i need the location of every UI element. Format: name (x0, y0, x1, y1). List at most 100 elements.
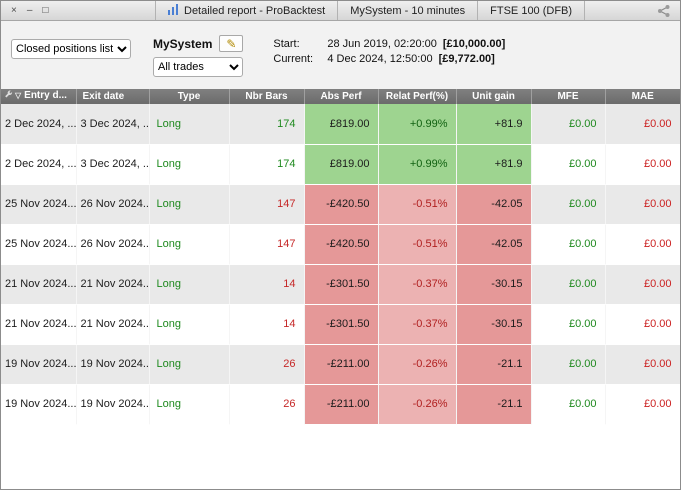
title-bar: × – □ Detailed report - ProBacktest MySy… (1, 1, 680, 21)
cell-mae: £0.00 (605, 184, 680, 225)
chart-icon (168, 3, 179, 18)
sort-desc-icon[interactable]: ▽ (15, 91, 22, 100)
cell-entry-date: 25 Nov 2024... (1, 184, 77, 225)
column-header-label: Entry d... (24, 90, 67, 101)
cell-exit-date: 19 Nov 2024... (76, 344, 150, 385)
share-icon[interactable] (656, 1, 680, 20)
cell-abs-perf: -£301.50 (304, 304, 379, 345)
start-info-row: Start: 28 Jun 2019, 02:20:00 [£10,000.00… (273, 38, 505, 50)
cell-mae: £0.00 (605, 344, 680, 385)
current-label: Current: (273, 53, 314, 65)
cell-entry-date: 19 Nov 2024... (1, 384, 77, 425)
cell-nbr-bars: 174 (229, 144, 305, 185)
cell-entry-date: 21 Nov 2024... (1, 264, 77, 305)
start-datetime: 28 Jun 2019, 02:20:00 (327, 38, 437, 50)
current-info-row: Current: 4 Dec 2024, 12:50:00 [£9,772.00… (273, 53, 505, 65)
cell-relat-perf: -0.51% (378, 224, 457, 265)
column-header-exit-date[interactable]: Exit date (75, 89, 149, 104)
cell-type: Long (149, 384, 230, 425)
table-row[interactable]: 2 Dec 2024, ... 3 Dec 2024, ... Long 174… (1, 144, 680, 185)
cell-exit-date: 26 Nov 2024... (76, 184, 150, 225)
trades-filter-select[interactable]: All trades (153, 57, 244, 77)
wrench-icon[interactable] (4, 90, 13, 104)
cell-unit-gain: -21.1 (456, 384, 532, 425)
table-header-row: ▽ Entry d... Exit date Type Nbr Bars Abs … (1, 89, 680, 104)
cell-abs-perf: -£420.50 (304, 184, 379, 225)
maximize-icon[interactable]: □ (42, 4, 49, 16)
cell-entry-date: 25 Nov 2024... (1, 224, 77, 265)
cell-unit-gain: -21.1 (456, 344, 532, 385)
cell-mfe: £0.00 (531, 264, 606, 305)
cell-nbr-bars: 26 (229, 344, 305, 385)
closed-positions-table: ▽ Entry d... Exit date Type Nbr Bars Abs … (1, 89, 680, 425)
table-header: ▽ Entry d... Exit date Type Nbr Bars Abs … (1, 89, 680, 104)
start-label: Start: (273, 38, 300, 50)
cell-exit-date: 3 Dec 2024, ... (76, 144, 150, 185)
cell-mfe: £0.00 (531, 144, 606, 185)
table-row[interactable]: 21 Nov 2024... 21 Nov 2024... Long 14 -£… (1, 304, 680, 345)
pencil-icon: ✎ (226, 36, 237, 51)
system-block: MySystem ✎ All trades (153, 35, 244, 77)
current-amount: [£9,772.00] (438, 53, 495, 65)
cell-relat-perf: -0.37% (378, 304, 457, 345)
column-header-entry-date[interactable]: ▽ Entry d... (1, 89, 76, 104)
cell-type: Long (149, 144, 230, 185)
cell-mfe: £0.00 (531, 184, 606, 225)
table-row[interactable]: 25 Nov 2024... 26 Nov 2024... Long 147 -… (1, 184, 680, 225)
cell-exit-date: 19 Nov 2024... (76, 384, 150, 425)
cell-type: Long (149, 304, 230, 345)
titlebar-gap (65, 1, 155, 20)
cell-type: Long (149, 104, 230, 145)
table-row[interactable]: 19 Nov 2024... 19 Nov 2024... Long 26 -£… (1, 344, 680, 385)
cell-exit-date: 3 Dec 2024, ... (76, 104, 150, 145)
table-empty-area (1, 424, 680, 489)
column-header-mfe[interactable]: MFE (530, 89, 605, 104)
cell-unit-gain: +81.9 (456, 144, 532, 185)
cell-nbr-bars: 174 (229, 104, 305, 145)
cell-nbr-bars: 147 (229, 184, 305, 225)
close-icon[interactable]: × (11, 4, 17, 16)
cell-relat-perf: -0.37% (378, 264, 457, 305)
system-timeframe-label: MySystem - 10 minutes (350, 4, 466, 17)
cell-abs-perf: -£420.50 (304, 224, 379, 265)
cell-exit-date: 21 Nov 2024... (76, 304, 150, 345)
column-header-nbr-bars[interactable]: Nbr Bars (228, 89, 304, 104)
cell-type: Long (149, 264, 230, 305)
cell-abs-perf: -£301.50 (304, 264, 379, 305)
cell-exit-date: 21 Nov 2024... (76, 264, 150, 305)
cell-relat-perf: +0.99% (378, 144, 457, 185)
cell-abs-perf: £819.00 (304, 104, 379, 145)
cell-mae: £0.00 (605, 264, 680, 305)
column-header-abs-perf[interactable]: Abs Perf (303, 89, 378, 104)
cell-mae: £0.00 (605, 104, 680, 145)
table-row[interactable]: 2 Dec 2024, ... 3 Dec 2024, ... Long 174… (1, 104, 680, 145)
cell-nbr-bars: 14 (229, 264, 305, 305)
cell-mfe: £0.00 (531, 104, 606, 145)
cell-relat-perf: -0.51% (378, 184, 457, 225)
titlebar-spacer (585, 1, 656, 20)
cell-entry-date: 2 Dec 2024, ... (1, 104, 77, 145)
minimize-icon[interactable]: – (26, 4, 33, 16)
column-header-relat-perf[interactable]: Relat Perf(%) (377, 89, 456, 104)
system-row: MySystem ✎ (153, 35, 244, 52)
table-row[interactable]: 19 Nov 2024... 19 Nov 2024... Long 26 -£… (1, 384, 680, 425)
edit-system-button[interactable]: ✎ (219, 35, 244, 52)
positions-select-wrap: Closed positions list (11, 39, 131, 59)
table-row[interactable]: 21 Nov 2024... 21 Nov 2024... Long 14 -£… (1, 264, 680, 305)
titlebar-report-segment: Detailed report - ProBacktest (155, 1, 337, 20)
column-header-unit-gain[interactable]: Unit gain (455, 89, 531, 104)
system-name-label: MySystem (153, 36, 213, 51)
column-header-mae[interactable]: MAE (604, 89, 680, 104)
cell-entry-date: 19 Nov 2024... (1, 344, 77, 385)
cell-type: Long (149, 344, 230, 385)
positions-list-select[interactable]: Closed positions list (11, 39, 131, 59)
cell-mae: £0.00 (605, 384, 680, 425)
start-amount: [£10,000.00] (442, 38, 506, 50)
cell-abs-perf: -£211.00 (304, 384, 379, 425)
titlebar-system-segment: MySystem - 10 minutes (337, 1, 477, 20)
table-row[interactable]: 25 Nov 2024... 26 Nov 2024... Long 147 -… (1, 224, 680, 265)
cell-mfe: £0.00 (531, 344, 606, 385)
cell-relat-perf: -0.26% (378, 344, 457, 385)
column-header-type[interactable]: Type (148, 89, 229, 104)
